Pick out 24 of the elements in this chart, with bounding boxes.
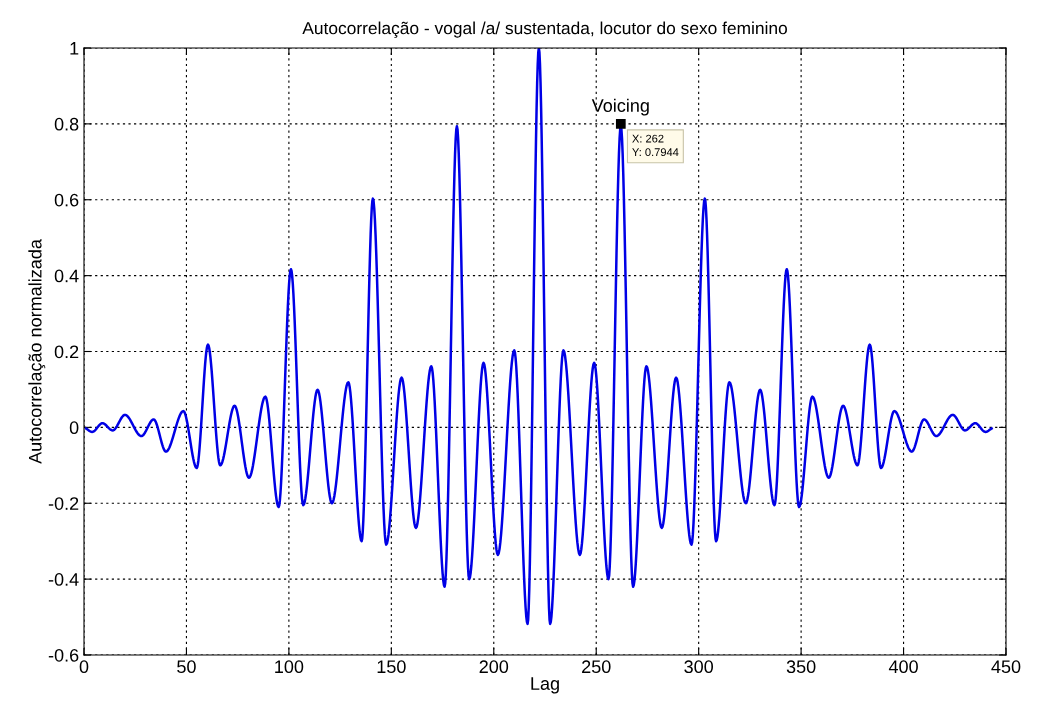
x-tick-label: 200: [479, 660, 509, 674]
x-tick-label: 300: [684, 660, 714, 674]
y-tick-label: 0.8: [54, 117, 79, 131]
annotation: Voicing: [591, 98, 649, 116]
x-tick-label: 450: [991, 660, 1021, 674]
x-tick-label: 100: [275, 660, 304, 674]
y-tick-label: 0.2: [54, 345, 79, 359]
chart-title: Autocorrelação - vogal /a/ sustentada, locutor do sexo feminino: [302, 21, 787, 38]
x-tick-label: 250: [582, 660, 611, 674]
y-tick-label: 0.6: [54, 193, 79, 207]
x-tick-label: 150: [377, 660, 406, 674]
y-tick-label: 1: [70, 42, 79, 55]
y-tick-label: 0: [69, 421, 79, 435]
y-tick-label: -0.2: [48, 497, 79, 510]
y-tick-label: 0.4: [54, 269, 79, 283]
y-tick-label: -0.6: [48, 648, 79, 662]
x-tick-label: 400: [888, 660, 918, 674]
x-tick-label: 0: [79, 660, 89, 674]
x-tick-label: 350: [786, 660, 816, 674]
y-tick-label: -0.4: [48, 573, 79, 586]
x-tick-label: 50: [177, 660, 196, 674]
x-axis-title: Lag: [531, 677, 559, 694]
y-axis-title: Autocorrelação normalizada: [28, 239, 46, 464]
annotation: X: 262 Y: 0.7944: [632, 134, 679, 157]
